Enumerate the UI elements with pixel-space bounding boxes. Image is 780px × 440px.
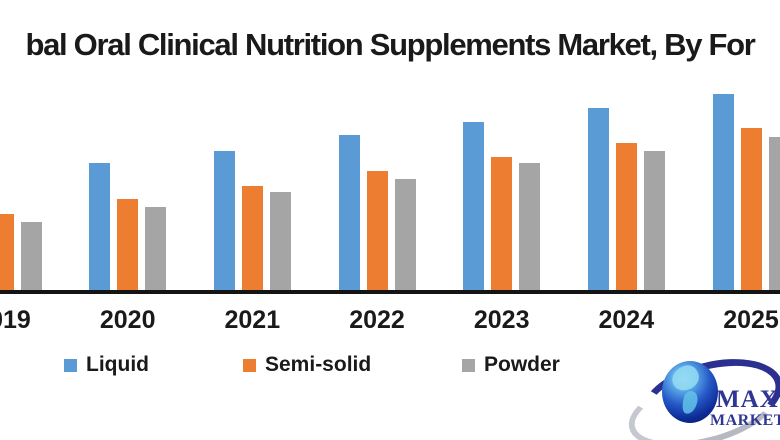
legend-swatch-icon xyxy=(243,358,256,372)
bar-semi-solid-2024 xyxy=(615,143,637,292)
x-axis-line xyxy=(0,290,780,294)
plot-area xyxy=(0,94,780,292)
bar-liquid-2020 xyxy=(89,163,111,292)
logo-text-line1: MAX xyxy=(716,386,779,413)
bar-powder-2020 xyxy=(145,207,167,292)
bar-semi-solid-2019 xyxy=(0,214,14,292)
legend: Liquid Semi-solid Powder xyxy=(0,354,780,378)
bar-semi-solid-2025 xyxy=(740,128,762,292)
bar-liquid-2022 xyxy=(338,135,360,292)
bar-liquid-2024 xyxy=(587,108,609,292)
x-label-2023: 2023 xyxy=(473,306,530,334)
legend-item-semi-solid: Semi-solid xyxy=(243,354,371,376)
x-label-2024: 2024 xyxy=(598,306,655,334)
x-label-2019: 2019 xyxy=(0,306,31,334)
legend-swatch-icon xyxy=(64,358,77,372)
bar-powder-2021 xyxy=(269,192,291,292)
legend-label: Powder xyxy=(484,353,560,376)
bar-liquid-2023 xyxy=(463,122,485,292)
legend-item-liquid: Liquid xyxy=(64,354,149,376)
legend-item-powder: Powder xyxy=(462,354,560,376)
x-axis-labels: 2019 2020 2021 2022 2023 2024 2025 xyxy=(0,308,780,336)
bar-powder-2025 xyxy=(768,137,780,292)
bar-semi-solid-2023 xyxy=(491,157,513,292)
bar-liquid-2025 xyxy=(712,94,734,292)
bar-powder-2019 xyxy=(20,222,42,292)
bar-semi-solid-2020 xyxy=(117,199,139,292)
x-label-2020: 2020 xyxy=(99,306,156,334)
x-label-2022: 2022 xyxy=(349,306,405,334)
bar-semi-solid-2021 xyxy=(241,186,263,292)
bar-liquid-2021 xyxy=(213,151,235,292)
x-label-2021: 2021 xyxy=(224,306,281,334)
bar-powder-2023 xyxy=(519,163,541,292)
legend-swatch-icon xyxy=(462,358,475,372)
legend-label: Semi-solid xyxy=(265,353,372,376)
x-label-2025: 2025 xyxy=(723,306,779,334)
maximize-market-research-logo: MAX MARKET xyxy=(620,345,780,440)
globe-icon xyxy=(662,361,718,423)
bar-powder-2024 xyxy=(643,151,665,292)
bar-powder-2022 xyxy=(394,179,416,292)
chart-title: bal Oral Clinical Nutrition Supplements … xyxy=(25,27,755,62)
bar-semi-solid-2022 xyxy=(366,171,388,292)
legend-label: Liquid xyxy=(86,353,149,376)
logo-text-line2: MARKET xyxy=(710,412,780,429)
